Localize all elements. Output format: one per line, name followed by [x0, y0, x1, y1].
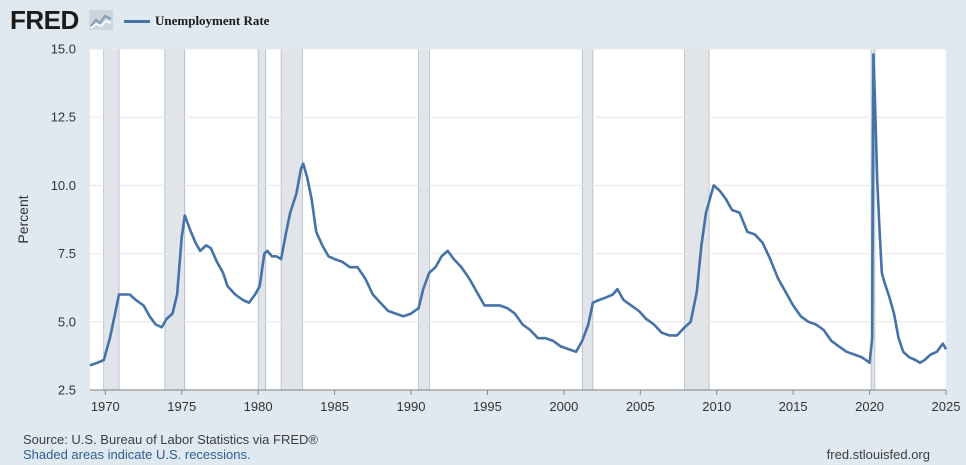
fred-chart-logo-icon[interactable]	[89, 10, 113, 30]
recession-band	[257, 48, 267, 391]
x-tick-label: 1970	[91, 399, 120, 414]
x-tick-label: 2010	[702, 399, 731, 414]
site-url[interactable]: fred.stlouisfed.org	[826, 447, 930, 462]
x-tick-label: 2000	[549, 399, 578, 414]
x-tick-label: 2005	[626, 399, 655, 414]
series-line-unemployment-rate	[89, 53, 948, 367]
source-note: Source: U.S. Bureau of Labor Statistics …	[23, 432, 318, 447]
y-axis-title: Percent	[15, 195, 31, 243]
legend-swatch	[124, 19, 150, 23]
x-tick-label: 2025	[932, 399, 961, 414]
plot-area	[90, 49, 946, 390]
recession-band	[418, 48, 430, 391]
recession-note: Shaded areas indicate U.S. recessions.	[23, 447, 251, 462]
x-tick-label: 1975	[167, 399, 196, 414]
x-tick-label: 1980	[244, 399, 273, 414]
chart-legend: Unemployment Rate	[124, 11, 269, 31]
unemployment-chart: 2.5 5.0 7.5 10.0 12.5 15.0 1970 1975 1980 1985 199…	[15, 42, 961, 415]
legend-label[interactable]: Unemployment Rate	[155, 13, 270, 28]
chart-header: FRED Unemployment Rate	[0, 0, 966, 44]
y-tick-label: 2.5	[58, 383, 76, 398]
recession-band	[164, 48, 186, 391]
x-tick-label: 1995	[473, 399, 502, 414]
y-tick-label: 10.0	[51, 178, 76, 193]
y-tick-label: 12.5	[51, 110, 76, 125]
y-tick-label: 15.0	[51, 42, 76, 57]
x-tick-label: 1990	[397, 399, 426, 414]
x-tick-label: 1985	[320, 399, 349, 414]
chart-footer: Source: U.S. Bureau of Labor Statistics …	[0, 430, 966, 465]
y-tick-label: 7.5	[58, 246, 76, 261]
fred-logo-text[interactable]: FRED	[10, 5, 79, 35]
recession-band	[280, 48, 303, 391]
x-tick-label: 2020	[855, 399, 884, 414]
y-tick-label: 5.0	[58, 314, 76, 329]
recession-band	[103, 48, 120, 391]
x-tick-label: 2015	[779, 399, 808, 414]
